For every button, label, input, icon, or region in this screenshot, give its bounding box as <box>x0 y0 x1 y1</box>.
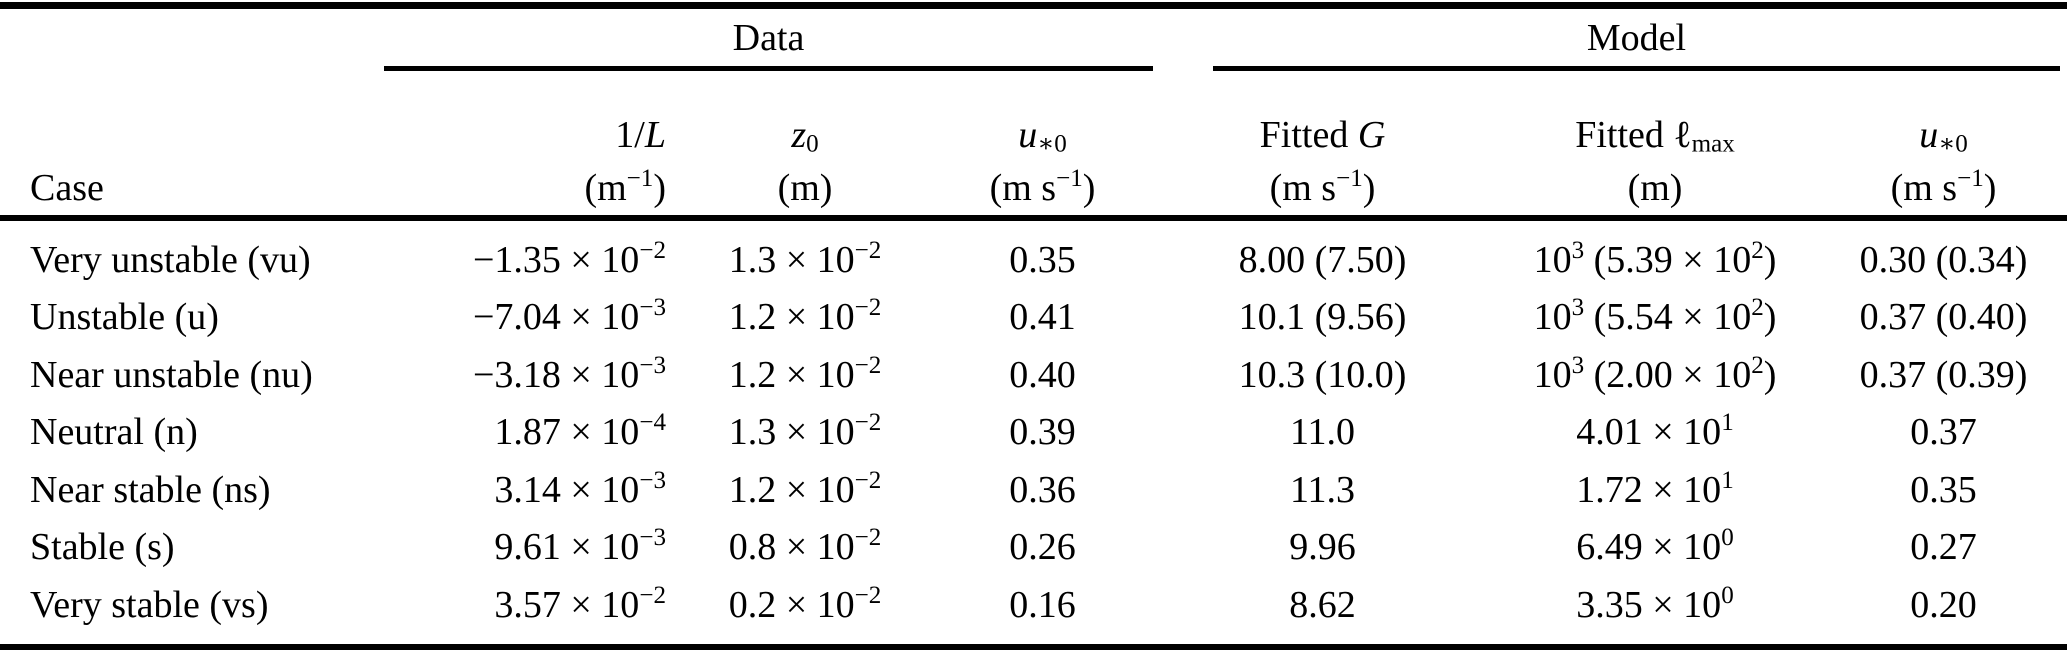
cell-fitted-g: 10.3 (10.0) <box>1238 353 1407 396</box>
cell-inv-l: 1.87 × 10−4 <box>494 409 666 454</box>
cell-fitted-g: 10.1 (9.56) <box>1238 296 1407 339</box>
column-unit: (m) <box>777 167 833 209</box>
column-name: Fitted G <box>1259 114 1386 156</box>
cell-z0: 1.3 × 10−2 <box>728 409 882 454</box>
cell-fitted-g: 9.96 <box>1289 526 1356 569</box>
cell-ustar0-model: 0.37 (0.39) <box>1859 353 2028 396</box>
cell-case: Neutral (n) <box>30 411 198 454</box>
cell-fitted-lmax: 1.72 × 101 <box>1576 466 1734 511</box>
header-separator-rule <box>0 215 2067 221</box>
column-header-ustar0-data: u∗0 (m s−1) <box>930 88 1155 227</box>
column-unit: (m s−1) <box>1890 165 1997 209</box>
table-top-rule <box>0 2 2067 9</box>
cell-ustar0-data: 0.39 <box>1009 411 1076 454</box>
model-group-rule <box>1213 66 2060 71</box>
cell-ustar0-model: 0.37 <box>1910 411 1977 454</box>
column-header-inv-l: 1/L (m−1) <box>384 88 680 227</box>
column-header-z0: z0 (m) <box>680 88 930 227</box>
cell-ustar0-model: 0.20 <box>1910 583 1977 626</box>
cell-case: Near stable (ns) <box>30 468 271 511</box>
table-row: Very stable (vs) 3.57 × 10−2 0.2 × 10−2 … <box>0 576 2067 634</box>
cell-fitted-lmax: 103 (5.54 × 102) <box>1533 294 1777 339</box>
table-bottom-rule <box>0 644 2067 650</box>
data-group-rule <box>384 66 1153 71</box>
cell-fitted-lmax: 3.35 × 100 <box>1576 581 1734 626</box>
cell-inv-l: 9.61 × 10−3 <box>494 524 666 569</box>
cell-z0: 1.2 × 10−2 <box>728 351 882 396</box>
column-name: Fitted ℓmax <box>1575 114 1735 158</box>
cell-fitted-g: 11.3 <box>1289 468 1356 511</box>
column-name: 1/L <box>615 114 666 156</box>
cell-fitted-g: 11.0 <box>1289 411 1356 454</box>
column-header-fitted-lmax: Fitted ℓmax (m) <box>1490 88 1820 227</box>
cell-case: Unstable (u) <box>30 296 219 339</box>
cell-case: Very stable (vs) <box>30 583 269 626</box>
table-row: Near stable (ns) 3.14 × 10−3 1.2 × 10−2 … <box>0 461 2067 519</box>
cell-ustar0-data: 0.36 <box>1009 468 1076 511</box>
cell-fitted-lmax: 103 (5.39 × 102) <box>1533 236 1777 281</box>
cell-z0: 1.2 × 10−2 <box>728 466 882 511</box>
cell-inv-l: 3.57 × 10−2 <box>494 581 666 626</box>
table-row: Unstable (u) −7.04 × 10−3 1.2 × 10−2 0.4… <box>0 289 2067 347</box>
cell-ustar0-model: 0.35 <box>1910 468 1977 511</box>
cell-z0: 0.8 × 10−2 <box>728 524 882 569</box>
cell-ustar0-model: 0.37 (0.40) <box>1859 296 2028 339</box>
column-unit: (m) <box>1627 167 1683 209</box>
cell-ustar0-data: 0.41 <box>1009 296 1076 339</box>
table-row: Very unstable (vu) −1.35 × 10−2 1.3 × 10… <box>0 231 2067 289</box>
column-name: Case <box>30 167 104 209</box>
column-name: z0 <box>791 114 819 158</box>
cell-case: Very unstable (vu) <box>30 238 311 281</box>
cell-ustar0-data: 0.26 <box>1009 526 1076 569</box>
cell-z0: 1.2 × 10−2 <box>728 294 882 339</box>
cell-inv-l: −7.04 × 10−3 <box>472 294 666 339</box>
cell-z0: 1.3 × 10−2 <box>728 236 882 281</box>
group-header-model: Model <box>1586 17 1687 59</box>
table-row: Near unstable (nu) −3.18 × 10−3 1.2 × 10… <box>0 346 2067 404</box>
cell-inv-l: 3.14 × 10−3 <box>494 466 666 511</box>
column-name: u∗0 <box>1919 114 1968 158</box>
cell-case: Near unstable (nu) <box>30 353 313 396</box>
column-header-ustar0-model: u∗0 (m s−1) <box>1820 88 2067 227</box>
cell-z0: 0.2 × 10−2 <box>728 581 882 626</box>
cell-fitted-lmax: 6.49 × 100 <box>1576 524 1734 569</box>
column-header-row: Case 1/L (m−1) z0 (m) u∗0 (m s−1) Fitted G (… <box>0 88 2067 227</box>
column-unit: (m s−1) <box>1269 165 1376 209</box>
cell-ustar0-data: 0.16 <box>1009 583 1076 626</box>
cell-fitted-lmax: 4.01 × 101 <box>1576 409 1734 454</box>
column-header-fitted-g: Fitted G (m s−1) <box>1155 88 1490 227</box>
cell-ustar0-data: 0.35 <box>1009 238 1076 281</box>
cell-ustar0-data: 0.40 <box>1009 353 1076 396</box>
column-unit: (m s−1) <box>989 165 1096 209</box>
cell-inv-l: −3.18 × 10−3 <box>472 351 666 396</box>
column-header-case: Case <box>0 88 384 227</box>
column-unit: (m−1) <box>584 165 666 209</box>
table-body: Very unstable (vu) −1.35 × 10−2 1.3 × 10… <box>0 231 2067 634</box>
cell-fitted-lmax: 103 (2.00 × 102) <box>1533 351 1777 396</box>
group-header-data: Data <box>732 17 805 59</box>
column-name: u∗0 <box>1018 114 1067 158</box>
cell-case: Stable (s) <box>30 526 175 569</box>
cell-fitted-g: 8.00 (7.50) <box>1238 238 1407 281</box>
cell-inv-l: −1.35 × 10−2 <box>472 236 666 281</box>
table-row: Stable (s) 9.61 × 10−3 0.8 × 10−2 0.26 9… <box>0 519 2067 577</box>
cell-ustar0-model: 0.27 <box>1910 526 1977 569</box>
cell-fitted-g: 8.62 <box>1289 583 1356 626</box>
cell-ustar0-model: 0.30 (0.34) <box>1859 238 2028 281</box>
table-row: Neutral (n) 1.87 × 10−4 1.3 × 10−2 0.39 … <box>0 404 2067 462</box>
